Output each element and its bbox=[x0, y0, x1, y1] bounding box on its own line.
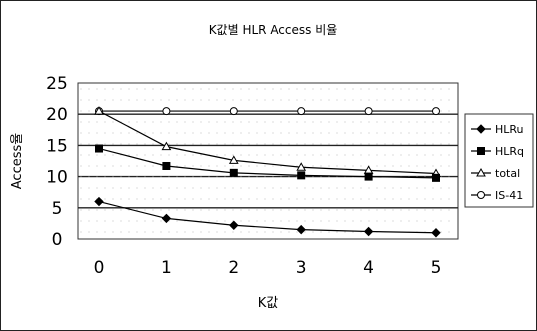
x-tick-label: 1 bbox=[161, 258, 172, 278]
data-point bbox=[228, 155, 239, 164]
legend: HLRu HLRq total IS-41 bbox=[464, 113, 534, 208]
legend-item: total bbox=[471, 167, 520, 180]
data-point bbox=[95, 144, 103, 153]
x-tick-label: 5 bbox=[431, 258, 442, 278]
legend-item: IS-41 bbox=[471, 189, 523, 202]
legend-label: HLRq bbox=[495, 145, 524, 158]
series-hlru bbox=[94, 196, 441, 238]
y-axis-label: Access율 bbox=[10, 133, 25, 190]
y-tick-label: 20 bbox=[46, 105, 68, 125]
legend-marker bbox=[477, 147, 485, 155]
data-point bbox=[431, 228, 441, 238]
data-point bbox=[162, 161, 171, 170]
series-line bbox=[98, 110, 437, 175]
data-point bbox=[162, 107, 171, 116]
y-tick-label: 5 bbox=[52, 199, 63, 219]
data-point bbox=[296, 224, 306, 235]
data-point bbox=[94, 196, 104, 207]
data-point bbox=[432, 173, 440, 182]
legend-item: HLRu bbox=[471, 123, 524, 136]
series-total bbox=[94, 106, 441, 177]
x-tick-label: 2 bbox=[228, 258, 239, 278]
data-point bbox=[94, 106, 104, 115]
x-tick-label: 4 bbox=[363, 258, 374, 278]
y-tick-label: 10 bbox=[46, 168, 68, 188]
series-group bbox=[94, 106, 441, 238]
data-point bbox=[229, 107, 238, 116]
data-point bbox=[229, 220, 239, 230]
data-point bbox=[297, 107, 306, 116]
data-point bbox=[297, 171, 306, 180]
data-point bbox=[364, 172, 373, 181]
y-axis-ticks: 0 5 10 15 20 25 bbox=[46, 74, 68, 250]
chart-title: K값별 HLR Access 비율 bbox=[209, 23, 338, 37]
data-point bbox=[161, 213, 172, 224]
x-tick-label: 0 bbox=[94, 258, 105, 278]
data-point bbox=[161, 141, 172, 151]
x-tick-label: 3 bbox=[296, 258, 307, 278]
data-point bbox=[296, 162, 307, 171]
x-axis-ticks: 0 1 2 3 4 5 bbox=[94, 258, 442, 278]
series-hlrq bbox=[95, 144, 440, 182]
legend-label: IS-41 bbox=[495, 189, 523, 202]
data-point bbox=[363, 226, 374, 237]
legend-label: HLRu bbox=[495, 123, 524, 136]
x-axis-label: K값 bbox=[258, 296, 279, 311]
data-point bbox=[229, 168, 238, 177]
legend-label: total bbox=[495, 167, 520, 180]
data-point bbox=[364, 107, 373, 116]
legend-marker bbox=[477, 191, 485, 199]
legend-item: HLRq bbox=[471, 145, 524, 158]
legend-marker bbox=[476, 124, 486, 134]
y-tick-label: 0 bbox=[52, 230, 63, 250]
series-line bbox=[98, 200, 437, 234]
y-tick-label: 15 bbox=[46, 136, 68, 156]
plot-area bbox=[77, 82, 459, 240]
data-point bbox=[432, 107, 440, 116]
legend-marker bbox=[476, 167, 486, 177]
series-line bbox=[98, 147, 437, 179]
y-tick-label: 25 bbox=[46, 74, 68, 94]
